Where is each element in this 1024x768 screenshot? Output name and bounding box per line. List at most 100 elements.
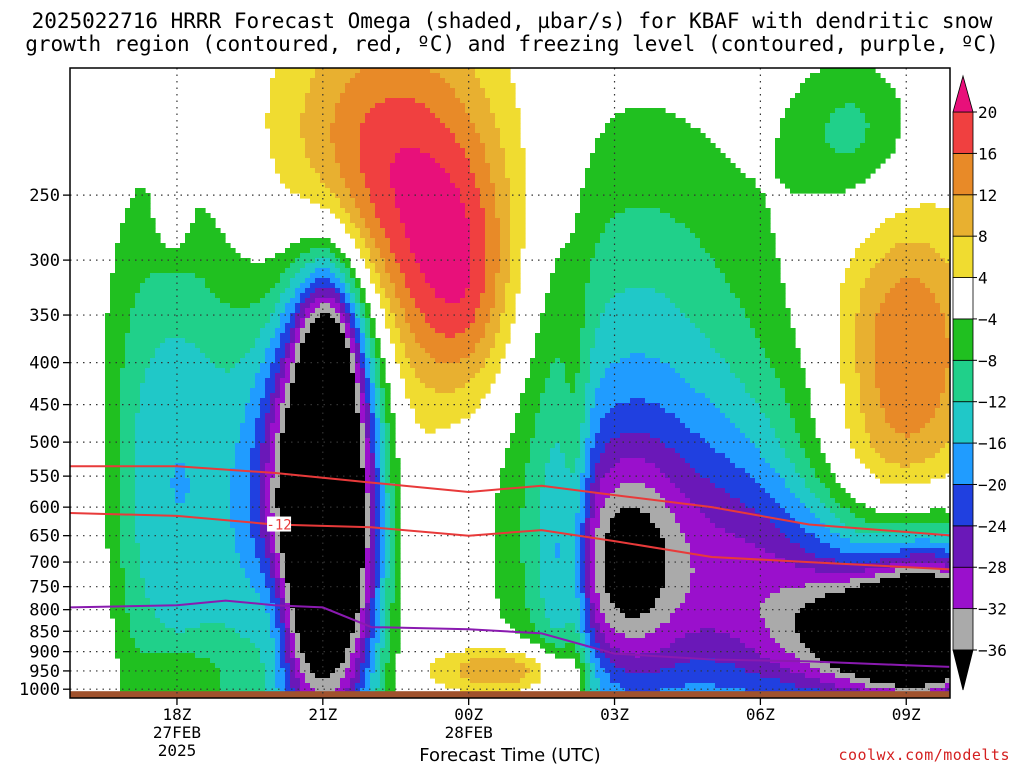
omega-cell xyxy=(690,428,741,434)
omega-cell xyxy=(575,523,581,529)
omega-cell xyxy=(495,558,521,564)
omega-cell xyxy=(545,598,581,604)
omega-cell xyxy=(390,458,401,464)
omega-cell xyxy=(510,183,526,189)
omega-cell xyxy=(280,663,291,669)
omega-cell xyxy=(135,538,236,544)
omega-cell xyxy=(495,523,521,529)
omega-cell xyxy=(380,558,386,564)
omega-cell xyxy=(290,333,296,339)
omega-cell xyxy=(605,633,626,639)
omega-cell xyxy=(715,258,781,264)
omega-cell xyxy=(280,423,286,429)
omega-cell xyxy=(370,478,376,484)
omega-cell xyxy=(840,518,866,524)
omega-cell xyxy=(365,683,371,689)
omega-cell xyxy=(310,163,341,169)
omega-cell xyxy=(850,438,871,444)
omega-cell xyxy=(840,283,866,289)
omega-cell xyxy=(520,633,541,639)
omega-cell xyxy=(370,513,376,519)
omega-cell xyxy=(675,513,706,519)
omega-cell xyxy=(365,473,371,479)
omega-cell xyxy=(685,633,731,639)
omega-cell xyxy=(380,528,386,534)
omega-cell xyxy=(350,663,356,669)
omega-cell xyxy=(285,633,291,639)
credit-link[interactable]: coolwx.com/modelts xyxy=(838,746,1010,764)
omega-cell xyxy=(790,513,816,519)
omega-cell xyxy=(430,673,461,679)
omega-cell xyxy=(425,428,436,434)
omega-cell xyxy=(185,463,236,469)
omega-cell xyxy=(295,343,301,349)
omega-cell xyxy=(580,343,596,349)
omega-cell xyxy=(270,343,281,349)
omega-cell xyxy=(580,348,591,354)
omega-cell xyxy=(795,493,816,499)
omega-cell xyxy=(510,278,521,284)
omega-cell xyxy=(775,143,831,149)
omega-cell xyxy=(360,353,366,359)
omega-cell xyxy=(270,633,281,639)
omega-cell xyxy=(740,303,786,309)
omega-cell xyxy=(365,418,371,424)
y-tick-label: 350 xyxy=(29,306,60,326)
omega-cell xyxy=(880,393,941,399)
omega-cell xyxy=(525,583,541,589)
omega-cell xyxy=(105,478,121,484)
omega-cell xyxy=(290,313,296,319)
omega-cell xyxy=(395,578,401,584)
omega-cell xyxy=(925,423,950,429)
omega-cell xyxy=(125,608,156,614)
omega-cell xyxy=(365,343,371,349)
omega-cell xyxy=(375,668,381,674)
omega-cell xyxy=(230,368,261,374)
omega-cell xyxy=(850,428,866,434)
omega-cell xyxy=(505,303,516,309)
omega-cell xyxy=(575,658,581,664)
omega-cell xyxy=(380,523,386,529)
omega-cell xyxy=(405,388,436,394)
omega-cell xyxy=(465,288,486,294)
omega-cell xyxy=(545,648,576,654)
omega-cell xyxy=(385,403,391,409)
omega-cell xyxy=(465,148,486,154)
omega-cell xyxy=(375,688,386,694)
omega-cell xyxy=(870,433,906,439)
omega-cell xyxy=(310,158,336,164)
omega-cell xyxy=(370,488,376,494)
omega-cell xyxy=(510,228,526,234)
omega-cell xyxy=(405,313,426,319)
omega-cell xyxy=(510,198,526,204)
omega-cell xyxy=(610,363,671,369)
omega-cell xyxy=(375,563,381,569)
omega-cell xyxy=(520,523,541,529)
omega-cell xyxy=(600,378,686,384)
omega-cell xyxy=(385,643,391,649)
omega-cell xyxy=(285,408,356,414)
omega-cell xyxy=(600,603,616,609)
omega-cell xyxy=(390,608,401,614)
omega-cell xyxy=(385,633,391,639)
omega-cell xyxy=(380,543,386,549)
omega-cell xyxy=(585,688,591,694)
omega-cell xyxy=(665,563,691,569)
y-tick-label: 450 xyxy=(29,396,60,416)
omega-cell xyxy=(605,563,666,569)
omega-cell xyxy=(375,423,381,429)
omega-cell xyxy=(380,218,401,224)
omega-cell xyxy=(380,483,386,489)
omega-cell xyxy=(770,358,801,364)
omega-cell xyxy=(285,593,291,599)
omega-cell xyxy=(750,393,786,399)
omega-cell xyxy=(675,483,716,489)
omega-cell xyxy=(365,548,371,554)
omega-cell xyxy=(280,538,366,544)
omega-cell xyxy=(275,683,286,689)
omega-cell xyxy=(595,568,606,574)
omega-cell xyxy=(590,493,596,499)
omega-cell xyxy=(390,563,396,569)
omega-cell xyxy=(535,353,581,359)
omega-cell xyxy=(590,658,601,664)
